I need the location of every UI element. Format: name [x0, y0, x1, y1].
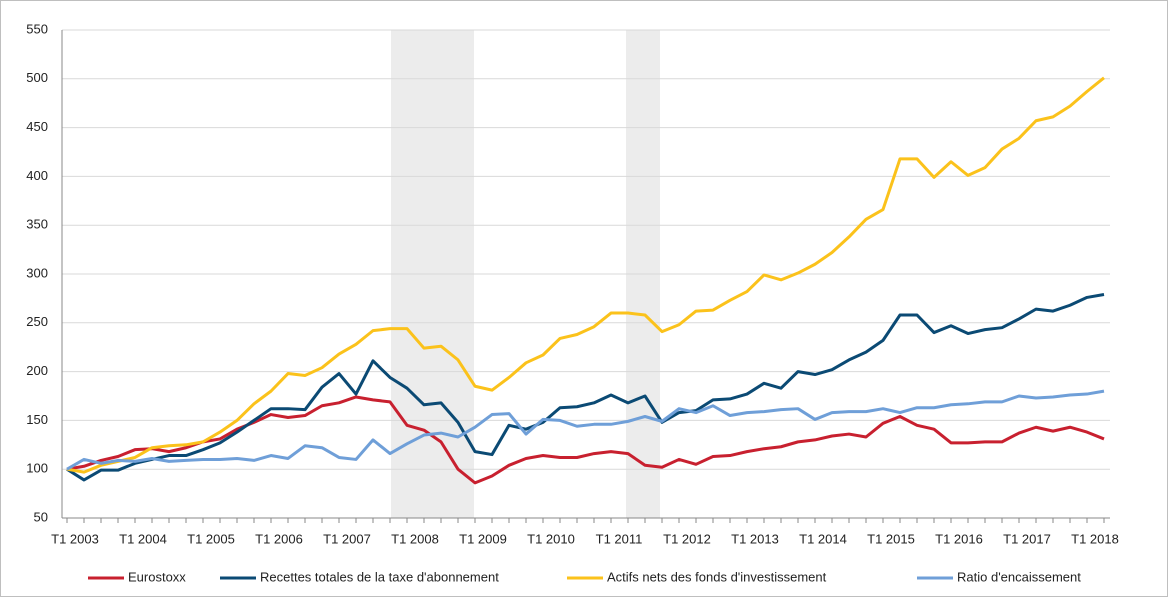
y-tick-label: 350 — [26, 217, 48, 232]
y-tick-label: 100 — [26, 461, 48, 476]
x-tick-label: T1 2018 — [1071, 531, 1119, 546]
x-tick-label: T1 2011 — [596, 531, 643, 546]
x-tick-label: T1 2012 — [663, 531, 711, 546]
legend-label: Actifs nets des fonds d'investissement — [607, 569, 827, 584]
y-tick-label: 200 — [26, 363, 48, 378]
y-tick-label: 300 — [26, 265, 48, 280]
x-tick-label: T1 2010 — [527, 531, 575, 546]
y-tick-label: 150 — [26, 412, 48, 427]
series-line — [66, 76, 1105, 474]
x-tick-label: T1 2013 — [731, 531, 779, 546]
x-tick-label: T1 2007 — [323, 531, 371, 546]
x-tick-label: T1 2015 — [867, 531, 915, 546]
y-tick-label: 250 — [26, 314, 48, 329]
y-tick-label: 50 — [34, 509, 48, 524]
x-tick-label: T1 2008 — [391, 531, 439, 546]
x-tick-label: T1 2005 — [187, 531, 235, 546]
y-tick-label: 450 — [26, 119, 48, 134]
legend-label: Ratio d'encaissement — [957, 569, 1081, 584]
y-tick-label: 500 — [26, 70, 48, 85]
series-line — [66, 389, 1105, 471]
x-tick-label: T1 2006 — [255, 531, 303, 546]
y-tick-label: 550 — [26, 21, 48, 36]
y-tick-label: 400 — [26, 168, 48, 183]
series-line — [66, 395, 1105, 485]
x-tick-label: T1 2014 — [799, 531, 847, 546]
legend-label: Eurostoxx — [128, 569, 186, 584]
x-tick-label: T1 2004 — [119, 531, 167, 546]
series-line — [66, 293, 1105, 482]
x-tick-label: T1 2003 — [51, 531, 99, 546]
legend-label: Recettes totales de la taxe d'abonnement — [260, 569, 499, 584]
x-tick-label: T1 2017 — [1003, 531, 1051, 546]
x-tick-label: T1 2009 — [459, 531, 507, 546]
x-tick-label: T1 2016 — [935, 531, 983, 546]
